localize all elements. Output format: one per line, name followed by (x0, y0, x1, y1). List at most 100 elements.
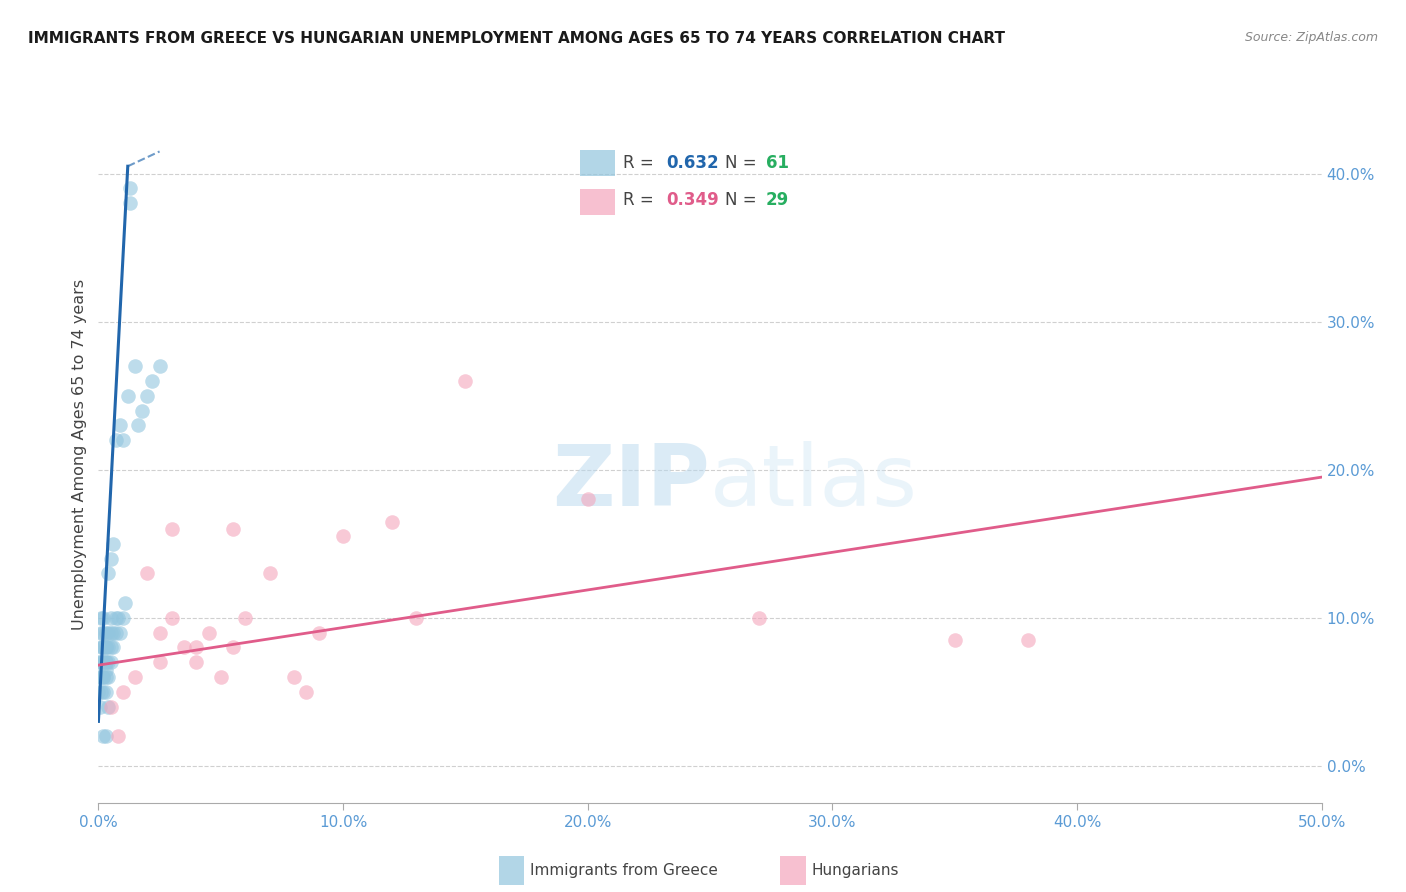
Point (90, 655, 112, 669)
Point (100, 640, 122, 655)
Bar (581, 150, 614, 177)
Point (222, 640, 245, 655)
Point (111, 433, 134, 447)
Point (186, 655, 208, 669)
Point (91, 670, 114, 684)
Point (100, 625, 122, 640)
Point (104, 433, 127, 447)
Text: ZIP: ZIP (553, 442, 710, 524)
Point (101, 640, 124, 655)
Point (295, 685, 318, 699)
Text: Hungarians: Hungarians (811, 863, 898, 878)
Point (454, 374, 477, 388)
Point (197, 625, 219, 640)
Point (110, 418, 132, 433)
Point (91, 655, 114, 669)
Point (87, 685, 110, 699)
Point (117, 389, 139, 403)
Point (94, 663, 117, 677)
Point (120, 181, 142, 195)
Point (90, 685, 112, 699)
Point (127, 418, 149, 433)
Point (90, 670, 112, 684)
Point (97, 670, 120, 684)
Point (1017, 632, 1039, 647)
Point (97, 640, 120, 655)
Text: N =: N = (725, 191, 762, 210)
Point (104, 611, 127, 625)
Point (100, 655, 122, 669)
Point (233, 611, 256, 625)
Point (136, 389, 159, 403)
Text: 61: 61 (766, 154, 789, 172)
Point (91, 729, 114, 743)
Point (90, 611, 112, 625)
Point (120, 196, 142, 211)
Point (101, 537, 124, 551)
Point (114, 596, 136, 610)
Point (100, 699, 122, 714)
Point (111, 685, 134, 699)
Point (259, 566, 281, 581)
Point (209, 670, 232, 684)
Point (748, 611, 770, 625)
Text: Source: ZipAtlas.com: Source: ZipAtlas.com (1244, 31, 1378, 45)
Point (91, 640, 114, 655)
Point (91, 611, 114, 625)
Point (97, 699, 120, 714)
Point (160, 522, 183, 536)
Point (283, 670, 305, 684)
Text: atlas: atlas (710, 442, 918, 524)
Point (94, 655, 117, 669)
Point (91, 670, 114, 684)
Point (308, 625, 330, 640)
Point (87, 655, 110, 669)
Point (94, 640, 117, 655)
Point (100, 611, 122, 625)
Bar (581, 189, 614, 216)
Point (104, 625, 127, 640)
Text: 0.632: 0.632 (666, 154, 718, 172)
Point (131, 403, 153, 417)
Y-axis label: Unemployment Among Ages 65 to 74 years: Unemployment Among Ages 65 to 74 years (72, 279, 87, 631)
Point (943, 632, 966, 647)
Point (149, 359, 172, 373)
Text: R =: R = (623, 154, 659, 172)
Point (124, 670, 146, 684)
Point (94, 670, 117, 684)
Point (90, 625, 112, 640)
Point (100, 551, 122, 566)
Point (94, 640, 117, 655)
Point (91, 625, 114, 640)
Point (94, 655, 117, 669)
Point (91, 655, 114, 669)
Point (90, 640, 112, 655)
Point (160, 611, 183, 625)
Point (94, 685, 117, 699)
Text: R =: R = (623, 191, 659, 210)
Point (97, 655, 120, 669)
Point (149, 655, 172, 669)
Point (124, 359, 146, 373)
Point (576, 492, 599, 507)
Text: N =: N = (725, 154, 762, 172)
Point (107, 611, 129, 625)
Point (97, 566, 120, 581)
Point (97, 625, 120, 640)
Text: 0.349: 0.349 (666, 191, 718, 210)
Text: Immigrants from Greece: Immigrants from Greece (530, 863, 718, 878)
Text: IMMIGRANTS FROM GREECE VS HUNGARIAN UNEMPLOYMENT AMONG AGES 65 TO 74 YEARS CORRE: IMMIGRANTS FROM GREECE VS HUNGARIAN UNEM… (28, 31, 1005, 46)
Point (110, 625, 132, 640)
Point (91, 640, 114, 655)
Point (101, 625, 124, 640)
Point (94, 625, 117, 640)
Text: 29: 29 (766, 191, 789, 210)
Point (222, 522, 245, 536)
Point (111, 611, 134, 625)
Point (107, 729, 129, 743)
Point (91, 685, 114, 699)
Point (332, 529, 354, 543)
Point (381, 515, 404, 529)
Point (136, 566, 159, 581)
Point (186, 640, 208, 655)
